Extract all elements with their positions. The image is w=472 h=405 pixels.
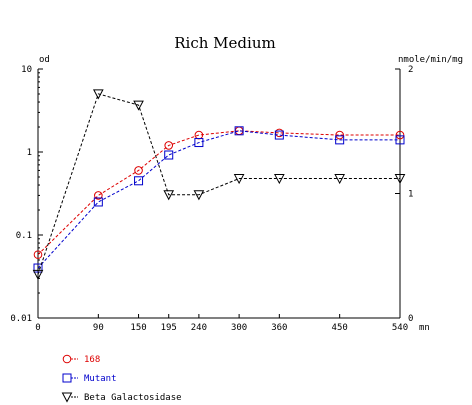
data-point	[394, 174, 406, 185]
data-point	[335, 130, 344, 140]
x-tick-label: 240	[191, 323, 207, 333]
legend-item: 168	[62, 354, 100, 365]
legend-marker	[62, 373, 72, 383]
x-axis-label: mn	[419, 323, 430, 333]
y-tick-label: 1	[27, 148, 32, 158]
y-axis-label: od	[39, 55, 50, 65]
data-point	[233, 174, 245, 185]
data-point	[395, 130, 405, 140]
data-point	[93, 89, 104, 100]
data-point	[93, 197, 103, 207]
data-point	[32, 269, 44, 280]
legend-label: Beta Galactosidase	[84, 393, 182, 403]
x-tick-label: 150	[130, 323, 146, 333]
series-2	[33, 126, 405, 273]
x-tick-label: 0	[35, 323, 40, 333]
data-point	[274, 174, 285, 185]
x-tick-label: 360	[271, 323, 287, 333]
x-tick-label: 195	[161, 323, 177, 333]
x-tick-label: 300	[231, 323, 247, 333]
data-point	[274, 130, 284, 140]
data-point	[134, 166, 143, 175]
data-point	[134, 176, 144, 186]
series-line	[37, 130, 400, 255]
legend-marker	[62, 354, 72, 364]
data-point	[133, 100, 144, 111]
y2-tick-label: 2	[408, 65, 413, 75]
legend: 168 Mutant Beta Galactosidase	[61, 354, 182, 403]
legend-marker	[61, 392, 73, 403]
data-point	[334, 174, 345, 185]
series-1	[33, 126, 405, 259]
x-tick-label: 90	[93, 323, 104, 333]
data-point	[335, 135, 345, 145]
x-tick-label: 540	[392, 323, 408, 333]
series-group	[32, 89, 406, 280]
legend-item: Beta Galactosidase	[61, 392, 182, 403]
data-point	[164, 141, 174, 150]
data-point	[94, 191, 103, 200]
legend-label: 168	[84, 355, 100, 365]
data-point	[395, 135, 405, 145]
y2-tick-label: 0	[408, 314, 413, 324]
data-point	[163, 190, 175, 201]
y-tick-label: 0.01	[10, 314, 32, 324]
y2-tick-label: 1	[408, 190, 413, 200]
series-3	[32, 89, 406, 280]
data-point	[33, 263, 43, 273]
y2-axis-label: nmole/min/mg	[398, 55, 463, 65]
y-tick-label: 10	[21, 65, 32, 75]
legend-label: Mutant	[84, 374, 117, 384]
y-tick-label: 0.1	[16, 231, 32, 241]
data-point	[164, 150, 174, 160]
data-point	[234, 126, 244, 136]
x-tick-label: 450	[332, 323, 348, 333]
data-point	[33, 250, 43, 259]
series-line	[37, 130, 400, 269]
chart-title: Rich Medium	[174, 34, 275, 52]
data-point	[194, 138, 204, 148]
data-point	[193, 190, 205, 201]
legend-item: Mutant	[62, 373, 117, 384]
series-line	[37, 93, 400, 275]
